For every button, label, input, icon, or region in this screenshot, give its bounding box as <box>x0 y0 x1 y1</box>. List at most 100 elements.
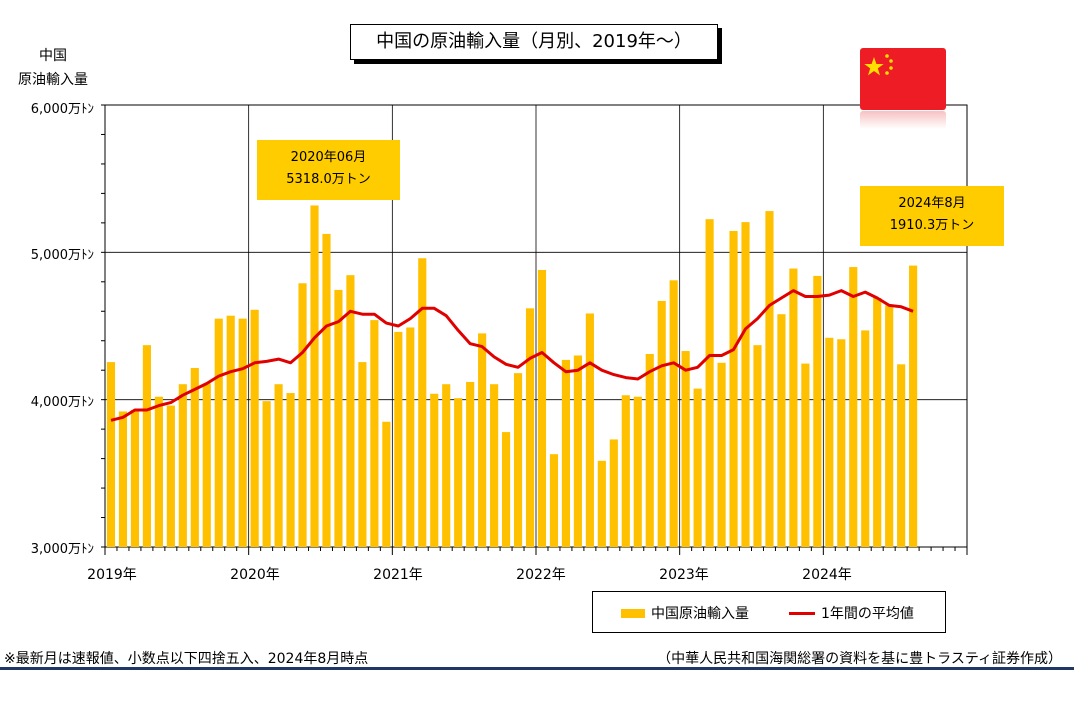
bar-2023-10 <box>789 268 798 547</box>
bar-2019-09 <box>202 383 211 547</box>
latest-callout: 2024年8月 1910.3万トン <box>860 186 1004 246</box>
chart-axes <box>101 104 968 555</box>
bar-2022-01 <box>537 270 547 547</box>
bar-2024-01 <box>825 337 834 547</box>
footnote-source: （中華人民共和国海関総署の資料を基に豊トラスティ証券作成） <box>657 651 1062 667</box>
bar-2023-04 <box>717 362 726 547</box>
legend-item-line: 1年間の平均値 <box>789 603 914 623</box>
bar-2021-09 <box>490 384 499 547</box>
bottom-rule <box>0 667 1074 670</box>
latest-callout-date: 2024年8月 <box>898 196 966 211</box>
bar-2020-12 <box>382 421 391 547</box>
bar-2020-03 <box>274 384 283 547</box>
bar-2024-04 <box>861 330 870 547</box>
bar-2023-07 <box>753 345 762 547</box>
bar-2021-02 <box>406 327 415 547</box>
bar-2022-07 <box>609 439 618 547</box>
bar-2024-03 <box>849 267 858 547</box>
bar-2020-08 <box>334 289 343 547</box>
bar-2020-02 <box>262 401 271 547</box>
bar-2023-11 <box>801 363 810 547</box>
bar-2020-09 <box>346 275 355 547</box>
bar-2022-10 <box>645 353 654 547</box>
bar-2022-06 <box>597 460 606 547</box>
peak-callout: 2020年06月 5318.0万トン <box>257 140 400 200</box>
y-tick-label: 6,000万ﾄﾝ <box>30 102 94 117</box>
latest-callout-value: 1910.3万トン <box>889 218 975 233</box>
x-tick-label: 2021年 <box>373 567 423 583</box>
y-axis-label-line-2: 原油輸入量 <box>18 72 88 88</box>
bar-2019-11 <box>226 315 235 547</box>
bar-2023-01 <box>681 351 690 547</box>
bar-2023-08 <box>765 211 774 547</box>
bar-2020-06 <box>310 205 319 548</box>
bar-2023-02 <box>693 388 702 547</box>
chart-legend: 中国原油輸入量 1年間の平均値 <box>592 591 946 633</box>
legend-bars-label: 中国原油輸入量 <box>651 606 749 622</box>
bar-2021-11 <box>513 373 523 547</box>
bar-2022-02 <box>549 454 559 547</box>
china-flag-icon <box>860 48 946 110</box>
bar-2019-08 <box>190 367 199 547</box>
bar-2022-08 <box>621 395 630 547</box>
y-axis-label-line-1: 中国 <box>39 48 67 64</box>
bar-2022-09 <box>633 396 642 547</box>
bar-2020-05 <box>298 283 307 547</box>
bar-2019-02 <box>118 411 128 547</box>
y-axis-label: 中国 原油輸入量 <box>8 44 98 92</box>
bar-2019-07 <box>178 384 187 547</box>
bar-2024-02 <box>837 339 846 547</box>
flag-reflection <box>860 111 946 129</box>
bar-2020-07 <box>322 233 331 547</box>
x-tick-label: 2019年 <box>87 567 137 583</box>
y-tick-label: 4,000万ﾄﾝ <box>30 395 94 410</box>
x-tick-label: 2022年 <box>516 567 566 583</box>
chart-title: 中国の原油輸入量（月別、2019年～） <box>350 24 718 60</box>
bar-2024-07 <box>897 364 906 547</box>
y-tick-label: 3,000万ﾄﾝ <box>30 542 94 557</box>
bar-2019-05 <box>154 396 163 547</box>
bar-2024-05 <box>873 298 882 547</box>
bar-2022-03 <box>561 359 571 547</box>
bar-2021-07 <box>466 381 475 547</box>
x-tick-label: 2020年 <box>230 567 280 583</box>
bar-2019-10 <box>214 318 223 547</box>
bar-2023-05 <box>729 230 738 547</box>
x-tick-label: 2024年 <box>802 567 852 583</box>
average-line <box>110 289 914 422</box>
y-tick-label: 5,000万ﾄﾝ <box>30 248 94 263</box>
bar-2021-08 <box>478 333 487 547</box>
bar-2023-06 <box>741 222 750 547</box>
bar-2019-03 <box>130 409 140 547</box>
bar-2021-03 <box>418 258 427 547</box>
footnote-left: ※最新月は速報値、小数点以下四捨五入、2024年8月時点 <box>4 651 369 667</box>
bar-2023-03 <box>705 219 714 547</box>
bar-2020-01 <box>250 309 259 547</box>
x-tick-label: 2023年 <box>659 567 709 583</box>
bar-2021-06 <box>454 398 463 547</box>
bar-2024-08 <box>909 265 918 547</box>
average-line-series <box>110 289 914 422</box>
bar-2021-12 <box>525 308 535 547</box>
bar-2020-10 <box>358 362 367 547</box>
bar-2020-04 <box>286 393 295 547</box>
legend-line-label: 1年間の平均値 <box>821 606 914 622</box>
legend-line-swatch <box>789 611 815 615</box>
bar-2021-10 <box>501 432 511 547</box>
bar-2021-05 <box>442 384 451 547</box>
bar-2023-12 <box>813 275 822 547</box>
bar-2019-12 <box>238 318 247 547</box>
bar-2019-06 <box>166 405 175 547</box>
bar-2020-11 <box>370 320 379 547</box>
bar-series <box>106 205 918 548</box>
bar-2021-01 <box>394 331 403 547</box>
bar-2022-04 <box>573 355 582 547</box>
bar-2021-04 <box>430 393 439 547</box>
bar-2023-09 <box>777 314 786 547</box>
bar-2019-04 <box>142 345 151 547</box>
legend-item-bars: 中国原油輸入量 <box>621 603 749 623</box>
peak-callout-value: 5318.0万トン <box>286 172 371 187</box>
bar-2024-06 <box>885 305 894 547</box>
bar-2022-12 <box>669 280 678 547</box>
